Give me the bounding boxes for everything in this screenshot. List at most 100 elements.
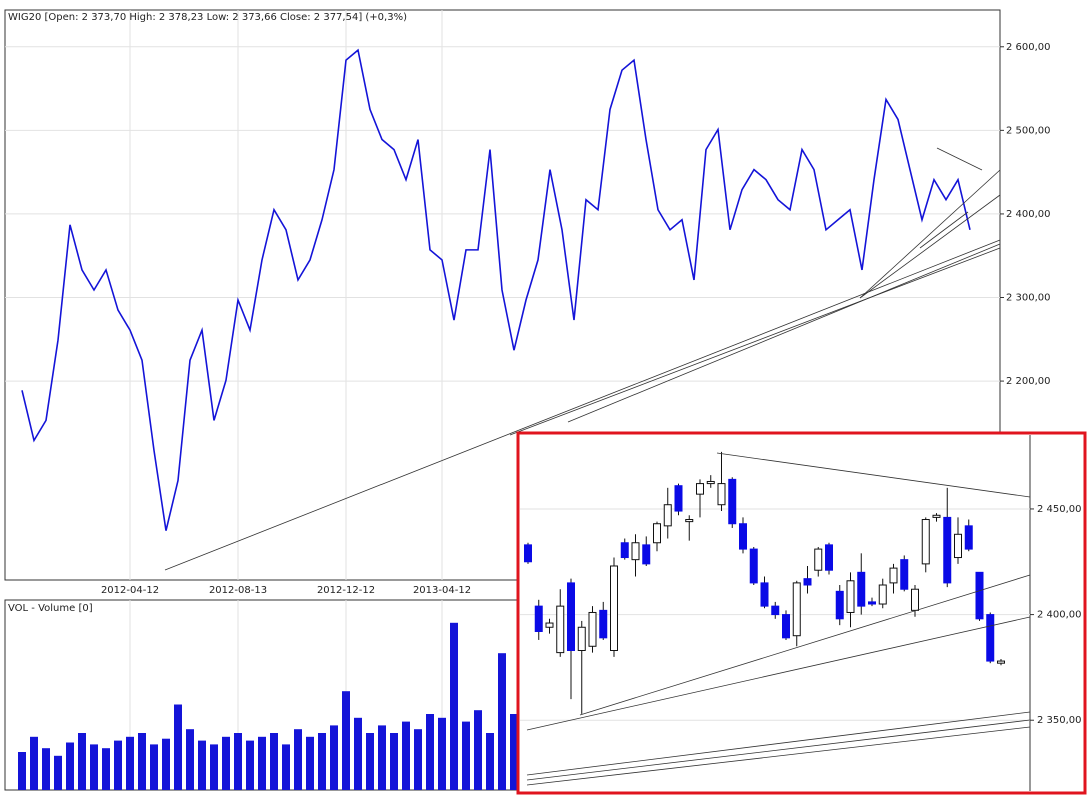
- trend-line: [859, 169, 1001, 299]
- candle-body: [921, 519, 930, 565]
- trend-line: [567, 243, 1001, 423]
- x-tick-label: 2012-04-12: [101, 585, 159, 596]
- volume-bar: [246, 740, 254, 790]
- candle-body: [567, 582, 575, 652]
- candle-body: [588, 611, 597, 647]
- candle-body: [674, 485, 683, 512]
- y-tick-label: 2 450,00: [1037, 504, 1082, 515]
- volume-bar: [474, 710, 482, 790]
- y-tick-label: 2 400,00: [1037, 610, 1082, 621]
- volume-bar: [426, 714, 434, 790]
- candle-body: [878, 584, 887, 605]
- candle-body: [685, 519, 694, 523]
- chart-title: WIG20 [Open: 2 373,70 High: 2 378,23 Low…: [8, 12, 407, 23]
- trend-line: [526, 711, 1031, 776]
- volume-bar: [138, 733, 146, 790]
- volume-bar: [390, 733, 398, 790]
- candle-body: [846, 580, 855, 613]
- candle-body: [792, 582, 801, 637]
- y-tick-label: 2 400,00: [1006, 209, 1051, 220]
- volume-bar: [366, 733, 374, 790]
- volume-bar: [414, 729, 422, 790]
- candle-body: [868, 601, 876, 605]
- candle-body: [782, 614, 790, 639]
- volume-bar: [150, 744, 158, 790]
- volume-bar: [222, 736, 230, 790]
- y-tick-label: 2 350,00: [1037, 715, 1082, 726]
- candle-body: [911, 588, 919, 611]
- trend-line: [936, 147, 983, 171]
- volume-bar: [162, 738, 170, 790]
- y-tick-label: 2 500,00: [1006, 125, 1051, 136]
- candle-body: [975, 571, 984, 620]
- price-line: [21, 48, 971, 531]
- candle-body: [900, 559, 909, 590]
- inset-panel: 2 350,00 2 400,00 2 450,00: [520, 451, 1082, 726]
- volume-bar: [462, 721, 470, 790]
- y-tick-label: 2 300,00: [1006, 293, 1051, 304]
- candle-body: [739, 523, 747, 550]
- volume-bar: [174, 704, 182, 790]
- volume-bar: [114, 740, 122, 790]
- trend-line: [919, 211, 969, 249]
- candle-body: [545, 622, 554, 628]
- candle-body: [631, 542, 640, 561]
- candle-body: [728, 478, 737, 525]
- candle-body: [599, 609, 608, 639]
- volume-bar: [54, 755, 62, 790]
- candle-body: [706, 480, 715, 485]
- trend-line: [526, 719, 1031, 781]
- volume-bar: [210, 744, 218, 790]
- candle-body: [835, 590, 844, 620]
- candle-body: [620, 542, 629, 559]
- trend-line: [164, 239, 1001, 571]
- trend-lines: [164, 147, 1001, 571]
- volume-bar: [198, 740, 206, 790]
- x-tick-label: 2012-08-13: [209, 585, 267, 596]
- candle-body: [954, 533, 962, 559]
- trend-line: [716, 452, 1031, 498]
- volume-bar: [102, 748, 110, 790]
- y-tick-label: 2 200,00: [1006, 376, 1051, 387]
- volume-bar: [66, 742, 74, 790]
- volume-bar: [18, 752, 26, 790]
- volume-bar: [438, 717, 446, 790]
- volume-bar: [294, 729, 302, 790]
- trend-line: [526, 726, 1031, 786]
- candle-body: [717, 483, 726, 506]
- volume-bar: [186, 729, 194, 790]
- trend-line: [509, 247, 1001, 436]
- volume-bar: [378, 725, 386, 790]
- volume-bar: [498, 653, 506, 790]
- x-tick-label: 2013-04-12: [413, 585, 471, 596]
- candle-body: [653, 523, 661, 544]
- volume-bar: [318, 733, 326, 790]
- candle-body: [749, 548, 758, 584]
- candle-body: [943, 516, 952, 584]
- candle-body: [857, 571, 866, 607]
- candle-body: [663, 504, 672, 527]
- volume-bar: [234, 733, 242, 790]
- volume-bar: [486, 733, 494, 790]
- candle-body: [577, 626, 586, 652]
- candle-body: [534, 605, 543, 632]
- volume-bar: [126, 736, 134, 790]
- x-tick-label: 2012-12-12: [317, 585, 375, 596]
- volume-bar: [354, 717, 362, 790]
- volume-bar: [450, 622, 458, 790]
- inset-trend-lines: [526, 452, 1031, 786]
- candle-body: [889, 567, 898, 584]
- volume-bar: [90, 744, 98, 790]
- candle-body: [964, 525, 973, 550]
- volume-bar: [342, 691, 350, 790]
- volume-bar: [258, 736, 266, 790]
- volume-bar: [270, 733, 278, 790]
- trend-line: [526, 616, 1031, 731]
- trend-line: [579, 574, 1031, 716]
- candle-body: [825, 544, 833, 571]
- volume-bar: [402, 721, 410, 790]
- candle-body: [642, 544, 651, 565]
- candle-body: [524, 544, 532, 563]
- volume-bar: [330, 725, 338, 790]
